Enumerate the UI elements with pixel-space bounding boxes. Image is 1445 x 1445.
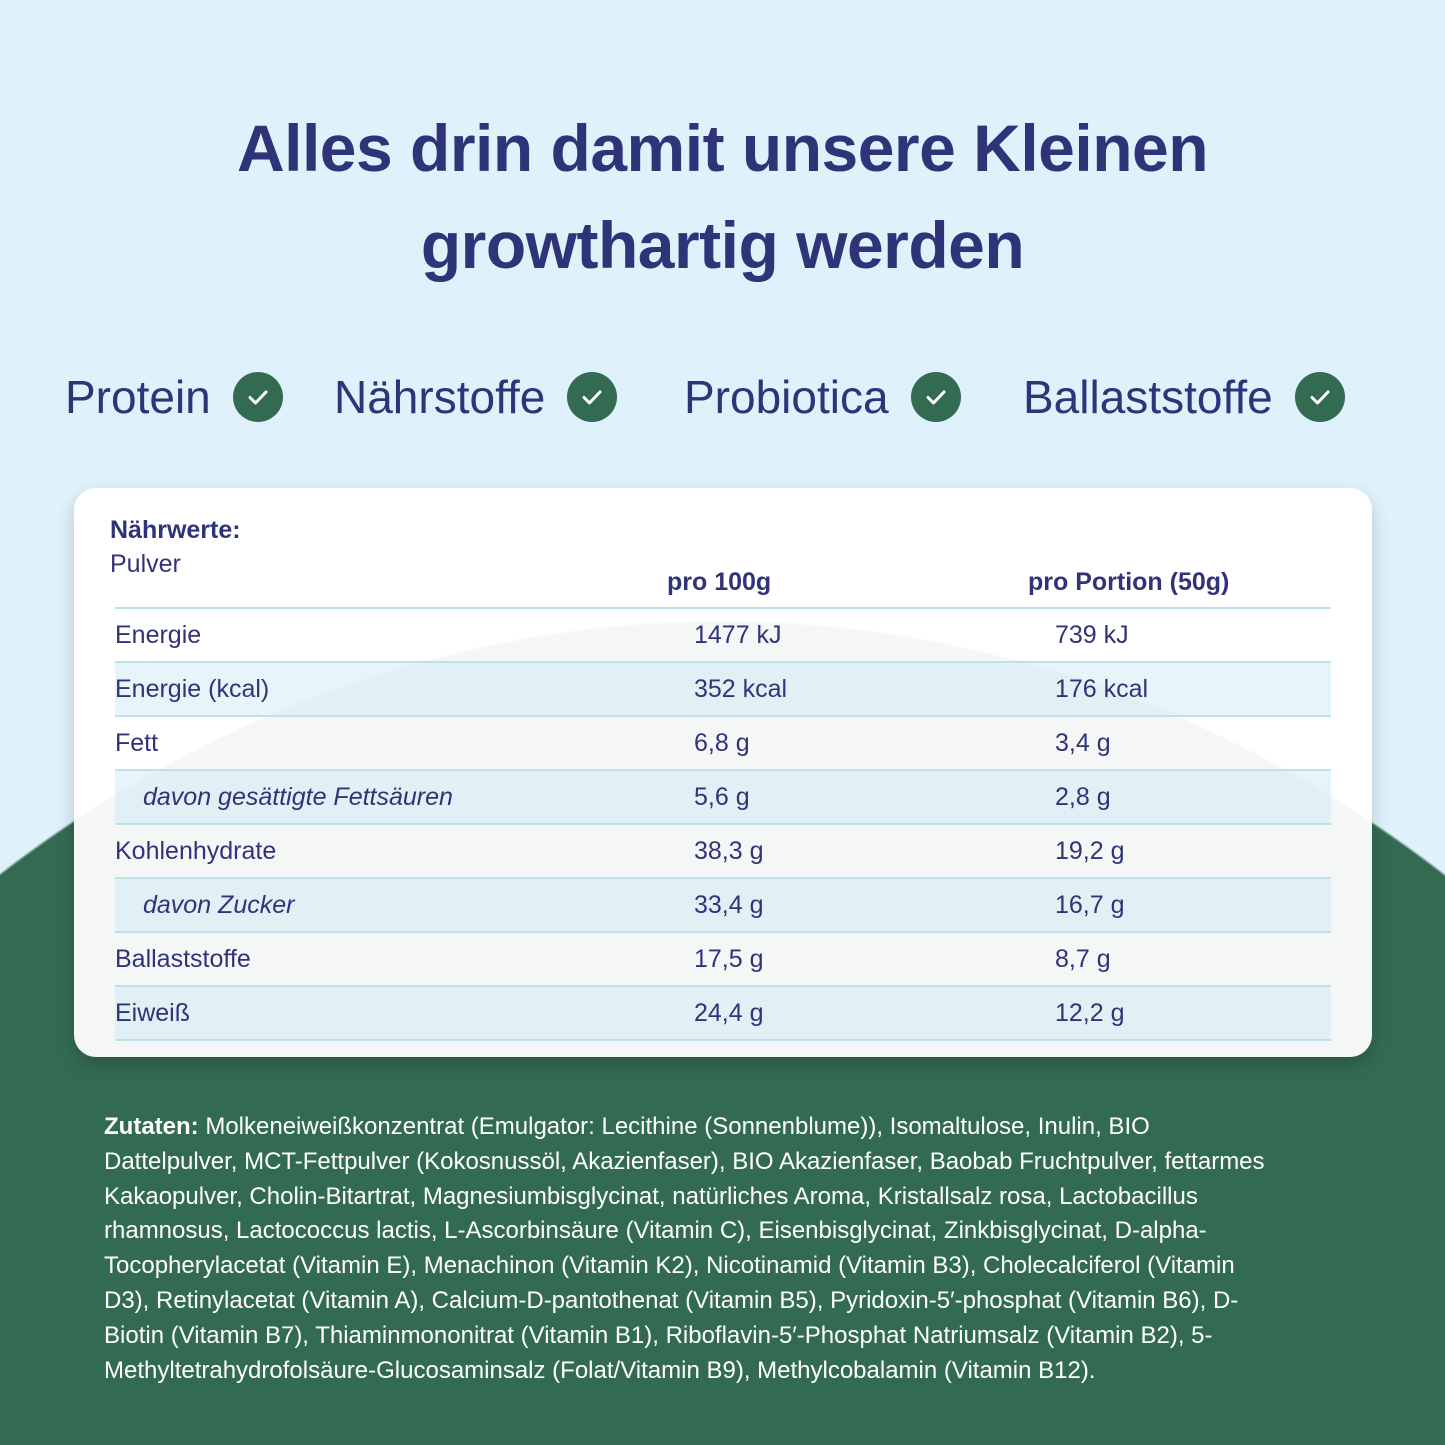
- value-per-100g: 6,8 g: [694, 716, 1055, 771]
- value-per-portion: 8,7 g: [1055, 932, 1331, 987]
- ingredients-line: Dattelpulver, MCT-Fettpulver (Kokosnussö…: [104, 1147, 1265, 1175]
- nutrition-subtitle: Pulver: [110, 550, 181, 578]
- feature-naehrstoffe: Nährstoffe: [334, 370, 618, 424]
- value-per-portion: 3,4 g: [1055, 716, 1331, 771]
- check-circle-icon: [910, 372, 961, 422]
- table-row: davon gesättigte Fettsäuren 5,6 g 2,8 g: [115, 770, 1331, 825]
- feature-label: Ballaststoffe: [1023, 371, 1273, 423]
- column-header-per-portion: pro Portion (50g): [1028, 568, 1230, 596]
- value-per-100g: 352 kcal: [694, 662, 1055, 717]
- feature-label: Probiotica: [684, 371, 889, 423]
- nutrient-name: Fett: [115, 716, 694, 771]
- ingredients-line: Biotin (Vitamin B7), Thiaminmononitrat (…: [104, 1321, 1213, 1349]
- ingredients-line: Kakaopulver, Cholin-Bitartrat, Magnesium…: [104, 1182, 1198, 1210]
- value-per-portion: 2,8 g: [1055, 770, 1331, 825]
- table-row: davon Zucker 33,4 g 16,7 g: [115, 878, 1331, 933]
- feature-probiotica: Probiotica: [684, 370, 961, 424]
- ingredients-label: Zutaten:: [104, 1113, 199, 1140]
- value-per-100g: 5,6 g: [694, 770, 1055, 825]
- ingredients-line: Tocopherylacetat (Vitamin E), Menachinon…: [104, 1252, 1235, 1280]
- table-row: Ballaststoffe 17,5 g 8,7 g: [115, 932, 1331, 987]
- table-row: Kohlenhydrate 38,3 g 19,2 g: [115, 824, 1331, 879]
- ingredients-line: Molkeneiweißkonzentrat (Emulgator: Lecit…: [198, 1113, 1150, 1140]
- value-per-portion: 176 kcal: [1055, 662, 1331, 717]
- headline-line-2: growthartig werden: [420, 208, 1025, 282]
- value-per-portion: 12,2 g: [1055, 986, 1331, 1041]
- nutrient-name: davon Zucker: [115, 878, 694, 933]
- feature-list: Protein Nährstoffe Probiotica Ballaststo…: [0, 370, 1445, 430]
- nutrition-title: Nährwerte:: [110, 516, 241, 544]
- nutrient-name: Energie: [115, 608, 694, 663]
- value-per-100g: 17,5 g: [694, 932, 1055, 987]
- check-circle-icon: [567, 372, 618, 422]
- column-header-per-100g: pro 100g: [667, 568, 772, 596]
- nutrition-card: Nährwerte: Pulver pro 100g pro Portion (…: [74, 488, 1372, 1057]
- value-per-100g: 33,4 g: [694, 878, 1055, 933]
- nutrient-name: Ballaststoffe: [115, 932, 694, 987]
- nutrition-table: Energie 1477 kJ 739 kJ Energie (kcal) 352 kc…: [115, 607, 1331, 1041]
- feature-label: Nährstoffe: [334, 371, 546, 423]
- value-per-100g: 1477 kJ: [694, 608, 1055, 663]
- nutrient-name: Kohlenhydrate: [115, 824, 694, 879]
- table-row: Fett 6,8 g 3,4 g: [115, 716, 1331, 771]
- nutrient-name: Energie (kcal): [115, 662, 694, 717]
- value-per-100g: 38,3 g: [694, 824, 1055, 879]
- ingredients-line: rhamnosus, Lactococcus lactis, L-Ascorbi…: [104, 1217, 1207, 1245]
- table-row: Energie 1477 kJ 739 kJ: [115, 608, 1331, 663]
- check-circle-icon: [232, 372, 283, 422]
- table-row: Eiweiß 24,4 g 12,2 g: [115, 986, 1331, 1041]
- table-row: Energie (kcal) 352 kcal 176 kcal: [115, 662, 1331, 717]
- headline-line-1: Alles drin damit unsere Kleinen: [236, 111, 1209, 185]
- value-per-portion: 739 kJ: [1055, 608, 1331, 663]
- ingredients-line: D3), Retinylacetat (Vitamin A), Calcium-…: [104, 1286, 1239, 1314]
- feature-protein: Protein: [65, 370, 283, 424]
- feature-label: Protein: [65, 371, 211, 423]
- headline: Alles drin damit unsere Kleinen growthar…: [0, 100, 1445, 294]
- ingredients: Zutaten: Molkeneiweißkonzentrat (Emulgat…: [104, 1110, 1394, 1388]
- nutrient-name: davon gesättigte Fettsäuren: [115, 770, 694, 825]
- check-circle-icon: [1294, 372, 1345, 422]
- value-per-100g: 24,4 g: [694, 986, 1055, 1041]
- value-per-portion: 16,7 g: [1055, 878, 1331, 933]
- ingredients-line: Methyltetrahydrofolsäure-Glucosaminsalz …: [104, 1356, 1096, 1384]
- nutrient-name: Eiweiß: [115, 986, 694, 1041]
- feature-ballaststoffe: Ballaststoffe: [1023, 370, 1345, 424]
- value-per-portion: 19,2 g: [1055, 824, 1331, 879]
